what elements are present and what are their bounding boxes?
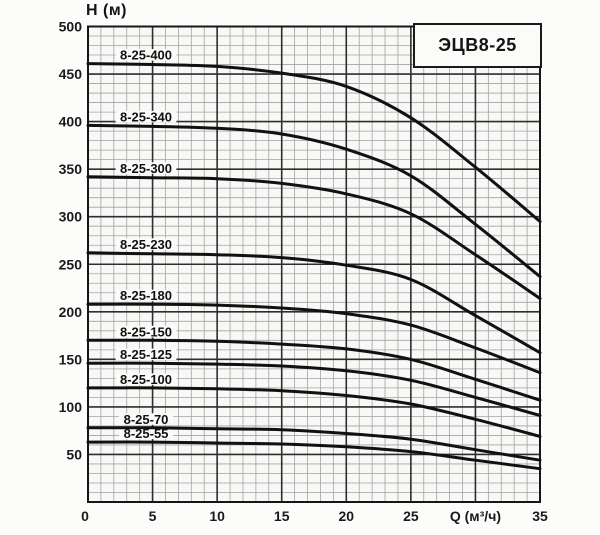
y-tick-label: 150 (59, 351, 83, 367)
pump-curve-8-25-180 (86, 302, 542, 375)
curve-label: 8-25-400 (120, 48, 172, 63)
x-tick-label: 25 (403, 508, 419, 524)
y-tick-label: 300 (59, 209, 83, 225)
curve-label: 8-25-100 (120, 372, 172, 387)
curve-label: 8-25-300 (120, 161, 172, 176)
x-tick-label: 20 (338, 508, 354, 524)
curve-label: 8-25-340 (120, 109, 172, 124)
pump-curve-8-25-55 (86, 440, 542, 471)
pump-curve-8-25-100 (86, 386, 542, 438)
curve-label-bg (115, 110, 177, 123)
curve-label-bg (115, 373, 177, 385)
chart-title-box: ЭЦВ8-25 (413, 23, 542, 68)
x-tick-label: 35 (532, 508, 548, 524)
curve-label-bg (118, 413, 174, 425)
x-tick-label: 15 (274, 508, 290, 524)
curve-label: 8-25-150 (120, 324, 172, 339)
y-tick-label: 400 (59, 114, 83, 130)
y-tick-label: 250 (59, 256, 83, 272)
y-axis-title: Н (м) (86, 2, 127, 19)
x-axis-title: Q (м³/ч) (450, 508, 501, 524)
curve-label: 8-25-70 (124, 412, 169, 427)
curve-label-bg (115, 289, 177, 302)
pump-curve-8-25-230 (86, 251, 542, 355)
pump-curve-8-25-150 (86, 338, 542, 402)
y-tick-label: 50 (66, 446, 82, 462)
x-tick-label: 10 (209, 508, 225, 524)
pump-curve-8-25-125 (86, 361, 542, 417)
curve-label-bg (115, 49, 177, 61)
pump-curve-8-25-340 (86, 123, 542, 279)
y-tick-label: 450 (59, 66, 83, 82)
pump-curve-8-25-70 (86, 426, 542, 462)
y-tick-label: 100 (59, 399, 83, 415)
x-tick-label: 5 (149, 508, 157, 524)
curve-label: 8-25-55 (124, 426, 169, 441)
pump-curve-8-25-300 (86, 175, 542, 300)
y-tick-label: 200 (59, 304, 83, 320)
pump-curve-8-25-400 (86, 62, 542, 223)
curve-label-bg (115, 325, 177, 338)
curve-label: 8-25-180 (120, 288, 172, 303)
curve-label-bg (115, 162, 177, 174)
curve-label-bg (118, 427, 174, 440)
curve-label: 8-25-230 (120, 237, 172, 252)
plot-border (87, 25, 541, 503)
curve-label-bg (115, 238, 177, 250)
y-tick-label: 500 (59, 19, 83, 35)
y-tick-label: 350 (59, 161, 83, 177)
curve-label-bg (115, 348, 177, 361)
x-tick-label: 0 (81, 508, 89, 524)
curve-label: 8-25-125 (120, 347, 172, 362)
